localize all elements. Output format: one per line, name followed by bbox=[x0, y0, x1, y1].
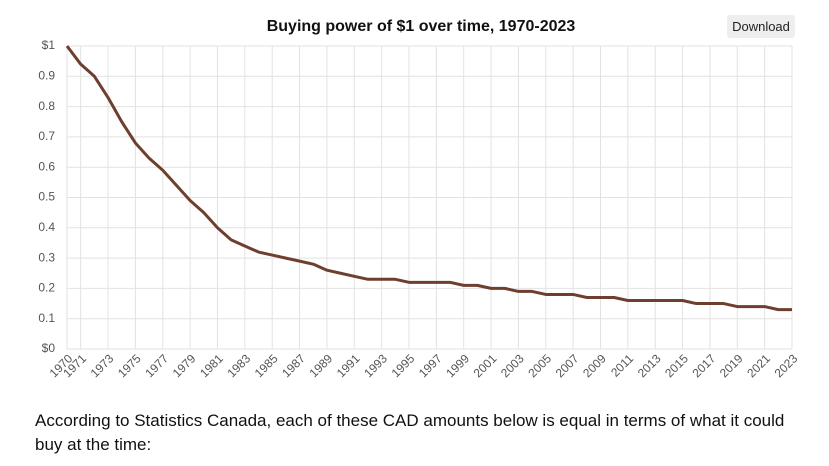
x-tick-label: 2023 bbox=[772, 351, 801, 380]
paragraph: According to Statistics Canada, each of … bbox=[35, 411, 785, 454]
x-tick-label: 2007 bbox=[553, 351, 582, 380]
x-tick-label: 1997 bbox=[416, 351, 445, 380]
y-tick-label: $0 bbox=[42, 341, 56, 355]
x-tick-label: 2019 bbox=[717, 351, 746, 380]
x-tick-label: 1991 bbox=[334, 351, 363, 380]
x-tick-label: 1983 bbox=[224, 351, 253, 380]
x-tick-label: 1985 bbox=[252, 351, 281, 380]
x-tick-label: 2005 bbox=[525, 351, 554, 380]
y-tick-label: 0.9 bbox=[38, 68, 55, 82]
x-tick-label: 2017 bbox=[690, 351, 719, 380]
x-tick-label: 2011 bbox=[608, 351, 636, 379]
x-tick-label: 1981 bbox=[197, 351, 226, 380]
x-tick-label: 1979 bbox=[170, 351, 199, 380]
y-tick-label: 0.3 bbox=[38, 250, 55, 264]
y-tick-label: 0.5 bbox=[38, 190, 55, 204]
y-tick-label: 0.1 bbox=[38, 311, 55, 325]
x-tick-label: 1995 bbox=[389, 351, 418, 380]
x-tick-label: 1973 bbox=[88, 351, 117, 380]
download-button[interactable]: Download bbox=[727, 15, 795, 38]
x-tick-label: 2001 bbox=[471, 351, 500, 380]
y-tick-label: 0.4 bbox=[38, 220, 55, 234]
data-line bbox=[65, 45, 792, 312]
x-tick-label: 1989 bbox=[306, 351, 335, 380]
x-tick-label: 2013 bbox=[635, 351, 664, 380]
y-tick-label: 0.6 bbox=[38, 159, 55, 173]
x-tick-label: 2021 bbox=[744, 351, 773, 380]
chart: Buying power of $1 over time, 1970-2023 … bbox=[38, 18, 801, 380]
x-tick-label: 1993 bbox=[361, 351, 390, 380]
x-tick-label: 1975 bbox=[115, 351, 144, 380]
chart-title: Buying power of $1 over time, 1970-2023 bbox=[267, 18, 576, 35]
y-tick-label: 0.8 bbox=[38, 99, 55, 113]
x-tick-label: 1987 bbox=[279, 351, 308, 380]
y-tick-label: $1 bbox=[42, 38, 56, 52]
x-tick-label: 2009 bbox=[580, 351, 609, 380]
x-tick-label: 2015 bbox=[662, 351, 691, 380]
y-tick-label: 0.2 bbox=[38, 281, 55, 295]
x-tick-label: 2003 bbox=[498, 351, 527, 380]
x-tick-label: 1999 bbox=[443, 351, 472, 380]
y-tick-label: 0.7 bbox=[38, 129, 55, 143]
x-tick-label: 1977 bbox=[142, 351, 171, 380]
